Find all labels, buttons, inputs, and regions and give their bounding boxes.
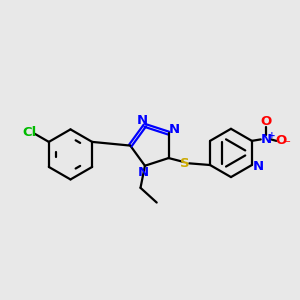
Text: Cl: Cl [22,126,37,139]
Text: N: N [253,160,264,173]
Text: ⁻: ⁻ [284,140,290,149]
Text: S: S [180,157,190,170]
Text: O: O [260,115,272,128]
Text: O: O [276,134,287,147]
Text: N: N [260,133,272,146]
Text: N: N [136,114,148,127]
Text: +: + [268,131,276,140]
Text: N: N [138,166,149,179]
Text: N: N [168,123,179,136]
